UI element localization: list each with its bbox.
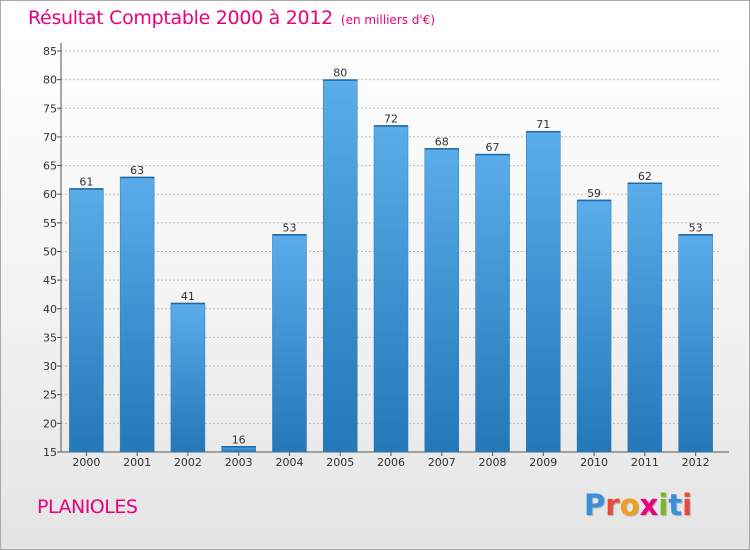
bar-2001[interactable] [119,176,155,453]
y-tick-label-35: 35 [43,331,57,344]
y-tick-label-40: 40 [43,303,57,316]
data-label-2003: 16 [232,433,246,446]
bar-2005[interactable] [322,79,358,453]
y-tick-label-30: 30 [43,360,57,373]
bar-2004[interactable] [272,234,307,453]
commune-name: PLANIOLES [37,496,138,518]
logo-letter: t [668,488,683,522]
logo-letter: P [584,488,606,522]
y-tick-label-50: 50 [43,246,57,259]
chart-subtitle: (en milliers d'€) [340,13,436,27]
y-tick-label-20: 20 [43,417,57,430]
bar-2007[interactable] [424,148,460,453]
x-tick-label-2000: 2000 [72,456,100,469]
logo-letter: i [658,488,669,522]
data-label-2000: 61 [79,175,93,188]
bars [69,79,713,453]
x-tick-label-2012: 2012 [682,456,710,469]
data-label-2004: 53 [282,221,296,234]
proxiti-logo[interactable]: Proxiti [584,488,692,522]
x-tick-label-2010: 2010 [580,456,608,469]
y-tick-label-55: 55 [43,217,57,230]
y-tick-label-15: 15 [43,446,57,459]
bar-2006[interactable] [373,125,409,453]
bar-2012[interactable] [678,234,713,453]
x-tick-label-2005: 2005 [326,456,354,469]
x-tick-label-2002: 2002 [174,456,202,469]
bar-2008[interactable] [475,153,510,453]
x-tick-label-2006: 2006 [377,456,405,469]
bar-2002[interactable] [170,302,206,453]
data-label-2007: 68 [435,135,449,148]
data-labels: 61 63 41 16 53 80 72 68 67 71 59 62 53 [79,67,702,447]
y-tick-label-70: 70 [43,131,57,144]
y-tick-label-25: 25 [43,389,57,402]
bar-2011[interactable] [627,182,663,453]
logo-letter: x [639,488,659,522]
x-tick-label-2008: 2008 [479,456,507,469]
chart-title: Résultat Comptable 2000 à 2012 (en millie… [28,7,435,29]
y-tick-label-75: 75 [43,102,57,115]
chart-title-main: Résultat Comptable 2000 à 2012 [28,7,333,29]
data-label-2002: 41 [181,290,195,303]
data-label-2012: 53 [689,221,703,234]
logo-letter: r [605,488,620,522]
x-tick-label-2003: 2003 [225,456,253,469]
bar-2009[interactable] [526,130,561,453]
x-tick-label-2011: 2011 [631,456,659,469]
x-tick-label-2004: 2004 [275,456,303,469]
logo-letter: o [619,488,640,522]
y-tick-label-85: 85 [43,45,57,58]
x-tick-label-2009: 2009 [529,456,557,469]
data-label-2001: 63 [130,164,144,177]
data-label-2008: 67 [486,141,500,154]
y-tick-label-60: 60 [43,188,57,201]
bar-2000[interactable] [69,188,104,453]
y-tick-label-65: 65 [43,160,57,173]
x-tick-label-2001: 2001 [123,456,151,469]
x-tick-label-2007: 2007 [428,456,456,469]
data-label-2005: 80 [333,67,347,80]
y-tick-label-45: 45 [43,274,57,287]
y-tick-label-80: 80 [43,74,57,87]
data-label-2009: 71 [536,118,550,131]
data-label-2011: 62 [638,170,652,183]
data-label-2010: 59 [587,187,601,200]
logo-letter: i [682,488,693,522]
bar-2010[interactable] [576,199,612,453]
data-label-2006: 72 [384,112,398,125]
